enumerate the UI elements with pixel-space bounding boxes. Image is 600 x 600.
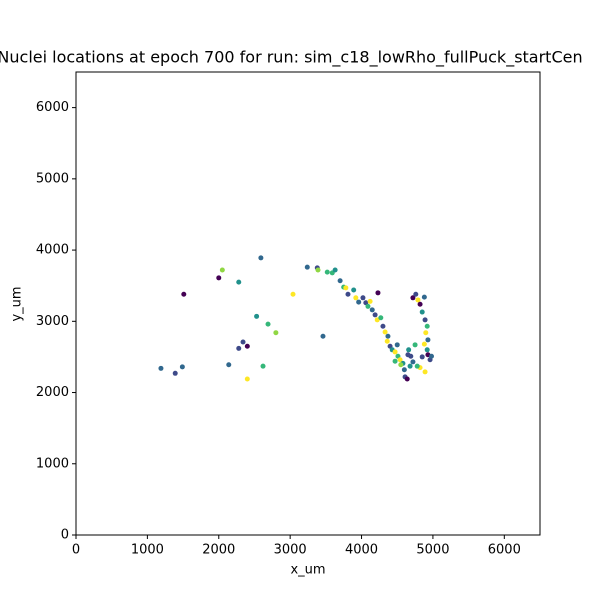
point (394, 342, 400, 348)
point (254, 313, 260, 319)
point (332, 267, 338, 273)
point (385, 333, 391, 339)
point (404, 376, 410, 382)
y-axis-label: y_um (10, 286, 25, 321)
point (412, 342, 418, 348)
point (422, 369, 428, 375)
point (423, 330, 429, 336)
point (304, 264, 310, 270)
point (417, 301, 423, 307)
point (375, 290, 381, 296)
x-tick-label: 4000 (345, 543, 378, 558)
chart-title: Nuclei locations at epoch 700 for run: s… (0, 48, 583, 68)
point (392, 349, 398, 355)
point (413, 291, 419, 297)
point (422, 317, 428, 323)
x-tick-label: 2000 (202, 543, 235, 558)
y-tick-label: 2000 (36, 385, 69, 400)
point (343, 285, 349, 291)
point (320, 333, 326, 339)
point (265, 321, 271, 327)
point (378, 315, 384, 321)
plot-frame (75, 71, 541, 536)
x-tick-label: 5000 (416, 543, 449, 558)
point (410, 359, 416, 365)
point (425, 337, 431, 343)
point (216, 275, 222, 281)
point (337, 278, 343, 284)
point (372, 312, 378, 318)
point (365, 303, 371, 309)
point (415, 297, 421, 303)
point (424, 347, 430, 353)
point (158, 365, 164, 371)
y-tick-label: 6000 (36, 100, 69, 115)
point (398, 362, 404, 368)
point (315, 267, 321, 273)
y-tick-label: 5000 (36, 171, 69, 186)
x-tick-label: 1000 (131, 543, 164, 558)
point (419, 309, 425, 315)
point (369, 307, 375, 313)
y-tick-label: 4000 (36, 243, 69, 258)
y-tick-label: 0 (61, 528, 69, 543)
point (236, 345, 242, 351)
point (353, 295, 359, 301)
x-tick-label: 3000 (274, 543, 307, 558)
point (428, 353, 434, 359)
point (172, 370, 178, 376)
x-tick-label: 6000 (488, 543, 521, 558)
point (414, 363, 420, 369)
x-tick-label: 0 (72, 543, 80, 558)
point (419, 354, 425, 360)
y-tick-label: 1000 (36, 456, 69, 471)
point (401, 367, 407, 373)
point (424, 323, 430, 329)
point (397, 357, 403, 363)
point (410, 295, 416, 301)
point (392, 358, 398, 364)
point (240, 339, 246, 345)
point (421, 294, 427, 300)
point (360, 295, 366, 301)
point (219, 267, 225, 273)
point (324, 269, 330, 275)
point (226, 362, 232, 368)
point (236, 279, 242, 285)
point (406, 347, 412, 353)
point (244, 343, 250, 349)
point (407, 363, 413, 369)
point (260, 363, 266, 369)
y-tick-label: 3000 (36, 314, 69, 329)
point (273, 330, 279, 336)
point (258, 255, 264, 261)
point (179, 364, 185, 370)
point (380, 323, 386, 329)
point (244, 376, 250, 382)
point (345, 291, 351, 297)
point (405, 352, 411, 358)
point (384, 338, 390, 344)
point (421, 341, 427, 347)
point (290, 291, 296, 297)
point (382, 329, 388, 335)
point (367, 298, 373, 304)
x-axis-label: x_um (290, 563, 325, 578)
point (356, 299, 362, 305)
point (351, 287, 357, 293)
point (181, 291, 187, 297)
